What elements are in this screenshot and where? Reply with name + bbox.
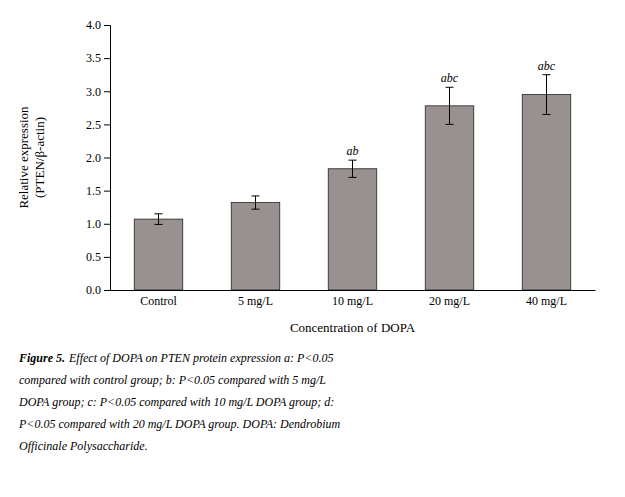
x-tick-label: 5 mg/L <box>238 294 273 308</box>
x-tick: 40 mg/L <box>526 290 567 308</box>
error-bar-cap <box>446 124 454 125</box>
annotations: ab abc abc <box>347 59 556 158</box>
annotation: abc <box>441 71 459 85</box>
x-tick: 10 mg/L <box>332 290 373 308</box>
bar <box>231 203 280 290</box>
x-tick: Control <box>140 290 177 308</box>
caption-label: Figure 5. <box>18 351 65 365</box>
x-tick-label: 10 mg/L <box>332 294 373 308</box>
y-tick: 2.5 <box>86 118 110 132</box>
caption-line: Effect of DOPA on PTEN protein expressio… <box>68 351 333 365</box>
error-bar-cap <box>252 195 260 196</box>
annotation: ab <box>347 144 359 158</box>
error-bar <box>446 87 454 124</box>
bar <box>328 169 377 290</box>
error-bar-stem <box>546 75 547 115</box>
y-axis-title-line: (PTEN/β-actin) <box>32 117 47 198</box>
x-axis-line <box>111 290 596 291</box>
y-tick-mark <box>104 25 110 26</box>
y-tick: 3.0 <box>86 85 110 99</box>
y-axis-title: Relative expression(PTEN/β-actin) <box>16 106 47 209</box>
error-bar-cap <box>349 177 357 178</box>
bar <box>522 95 571 290</box>
y-tick: 1.0 <box>86 217 110 231</box>
error-bar <box>155 214 163 225</box>
bar <box>425 106 474 290</box>
y-tick-label: 3.0 <box>86 85 101 99</box>
error-bar <box>349 160 357 177</box>
caption-line: compared with control group; b: P<0.05 c… <box>19 373 326 387</box>
y-tick-mark <box>104 91 110 92</box>
y-tick-label: 2.5 <box>86 118 101 132</box>
y-tick-label: 1.0 <box>86 217 101 231</box>
error-bar-stem <box>352 160 353 177</box>
y-tick-label: 3.5 <box>86 51 101 65</box>
caption-line: P<0.05 compared with 20 mg/L DOPA group.… <box>18 417 341 431</box>
error-bar-cap <box>543 114 551 115</box>
y-axis-title-line: Relative expression <box>16 106 31 209</box>
y-tick: 4.0 <box>86 18 110 32</box>
y-tick-mark <box>104 158 110 159</box>
y-tick: 0.0 <box>86 283 110 297</box>
caption-line: DOPA group; c: P<0.05 compared with 10 m… <box>18 395 334 409</box>
plot: 0.0 0.5 1.0 1.5 2.0 2.5 3.0 3.5 4.0 Control 5 mg/L… <box>86 18 596 307</box>
error-bar-cap <box>252 209 260 210</box>
y-tick-mark <box>104 58 110 59</box>
y-tick-mark <box>104 124 110 125</box>
y-axis-line <box>104 26 111 291</box>
y-tick: 0.5 <box>86 250 110 264</box>
x-tick-label: Control <box>140 294 177 308</box>
y-tick-label: 0.0 <box>86 283 101 297</box>
x-axis: Control 5 mg/L 10 mg/L 20 mg/L 40 mg/L <box>111 290 596 308</box>
x-tick: 5 mg/L <box>238 290 273 308</box>
x-tick-label: 40 mg/L <box>526 294 567 308</box>
caption-line: Officinale Polysaccharide. <box>19 439 148 453</box>
y-tick-mark <box>104 257 110 258</box>
y-tick-label: 1.5 <box>86 184 101 198</box>
bar <box>134 219 183 290</box>
y-tick: 3.5 <box>86 51 110 65</box>
y-tick: 2.0 <box>86 151 110 165</box>
y-tick-label: 2.0 <box>86 151 101 165</box>
x-tick: 20 mg/L <box>429 290 470 308</box>
annotation: abc <box>538 59 556 73</box>
marks <box>134 75 571 290</box>
y-tick-label: 0.5 <box>86 250 101 264</box>
x-tick-label: 20 mg/L <box>429 294 470 308</box>
error-bar-stem <box>158 214 159 225</box>
error-bar-cap <box>349 160 357 161</box>
y-axis: 0.0 0.5 1.0 1.5 2.0 2.5 3.0 3.5 4.0 <box>86 18 111 297</box>
error-bar-cap <box>155 213 163 214</box>
error-bar <box>543 75 551 115</box>
error-bar-cap <box>543 74 551 75</box>
caption: Figure 5.Effect of DOPA on PTEN protein … <box>18 351 341 453</box>
x-axis-title: Concentration of DOPA <box>290 320 416 335</box>
chart: 0.0 0.5 1.0 1.5 2.0 2.5 3.0 3.5 4.0 Control 5 mg/L… <box>0 0 625 497</box>
error-bar <box>252 196 260 209</box>
y-tick-mark <box>104 290 110 291</box>
error-bar-cap <box>446 87 454 88</box>
error-bar-cap <box>155 224 163 225</box>
error-bar-stem <box>255 196 256 209</box>
error-bar-stem <box>449 87 450 124</box>
y-tick-label: 4.0 <box>86 18 101 32</box>
y-tick: 1.5 <box>86 184 110 198</box>
y-tick-mark <box>104 191 110 192</box>
y-tick-mark <box>104 224 110 225</box>
